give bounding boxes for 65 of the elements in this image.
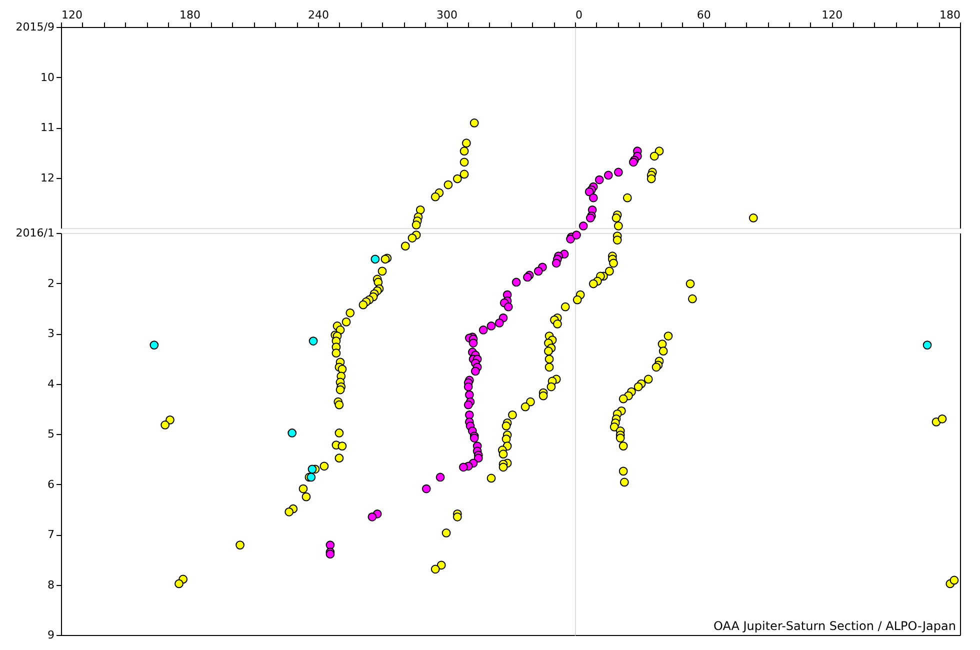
y-tick-label: 8 — [48, 578, 54, 592]
point — [464, 382, 473, 392]
point — [664, 332, 673, 340]
x-tick-label: 120 — [822, 8, 843, 22]
point — [618, 394, 628, 404]
point — [618, 466, 628, 476]
point — [950, 576, 959, 585]
point — [486, 322, 496, 330]
point — [464, 390, 474, 400]
y-tick-label: 2 — [48, 276, 54, 290]
point — [150, 340, 159, 350]
x-tick-label: 180 — [180, 8, 200, 22]
point — [288, 428, 297, 438]
point — [494, 318, 504, 328]
point — [464, 400, 473, 410]
point — [370, 254, 380, 264]
point — [308, 464, 317, 474]
point — [612, 236, 622, 244]
point — [474, 454, 483, 463]
point — [470, 366, 480, 376]
point — [478, 326, 488, 334]
point — [658, 346, 668, 356]
y-tick-label: 2016/1 — [16, 226, 54, 240]
point — [605, 266, 614, 276]
x-tick-label: 240 — [308, 8, 329, 22]
point — [644, 374, 653, 384]
y-tick-label: 7 — [48, 528, 54, 541]
point — [588, 279, 598, 288]
point — [922, 340, 932, 350]
x-tick-label: 60 — [696, 8, 711, 22]
y-tick-label: 4 — [48, 377, 54, 390]
point — [609, 258, 618, 268]
point — [616, 434, 625, 442]
annotation: OAA Jupiter-Saturn Section / ALPO-Japan — [713, 619, 956, 633]
x-tick-label: 120 — [62, 8, 82, 22]
point — [468, 338, 478, 348]
point — [422, 484, 431, 494]
point — [618, 442, 628, 450]
point — [512, 278, 521, 287]
point — [686, 279, 695, 288]
point — [308, 336, 318, 346]
point — [610, 422, 619, 432]
point — [504, 302, 513, 312]
y-tick-label: 2015/9 — [16, 20, 54, 34]
point — [620, 478, 629, 487]
y-tick-label: 6 — [48, 478, 54, 491]
point — [534, 266, 543, 276]
point — [938, 414, 947, 424]
y-tick-label: 9 — [48, 628, 54, 642]
x-tick-label: 300 — [436, 8, 458, 22]
point — [688, 294, 697, 304]
y-tick-label: 10 — [40, 70, 54, 84]
point — [458, 462, 468, 472]
x-tick-label: 0 — [576, 8, 582, 22]
y-tick-label: 12 — [40, 171, 54, 184]
x-tick-label: 180 — [940, 8, 960, 22]
point — [368, 512, 377, 522]
point — [572, 295, 582, 304]
y-tick-label: 5 — [48, 428, 54, 440]
y-tick-label: 11 — [40, 121, 54, 134]
point — [572, 230, 581, 240]
point — [436, 472, 445, 482]
point — [552, 258, 561, 268]
point — [634, 382, 643, 392]
y-tick-label: 3 — [48, 327, 54, 340]
